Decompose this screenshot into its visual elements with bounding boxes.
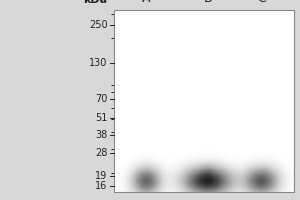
Text: kDa: kDa	[84, 0, 108, 5]
Text: C: C	[257, 0, 266, 5]
Text: 19: 19	[95, 171, 108, 181]
Text: 250: 250	[89, 20, 108, 30]
Text: 51: 51	[95, 113, 108, 123]
Text: 130: 130	[89, 58, 108, 68]
Text: 16: 16	[95, 181, 108, 191]
Text: A: A	[142, 0, 151, 5]
Text: 70: 70	[95, 94, 108, 104]
Text: 28: 28	[95, 148, 108, 158]
Text: B: B	[203, 0, 212, 5]
Text: 38: 38	[95, 130, 108, 140]
